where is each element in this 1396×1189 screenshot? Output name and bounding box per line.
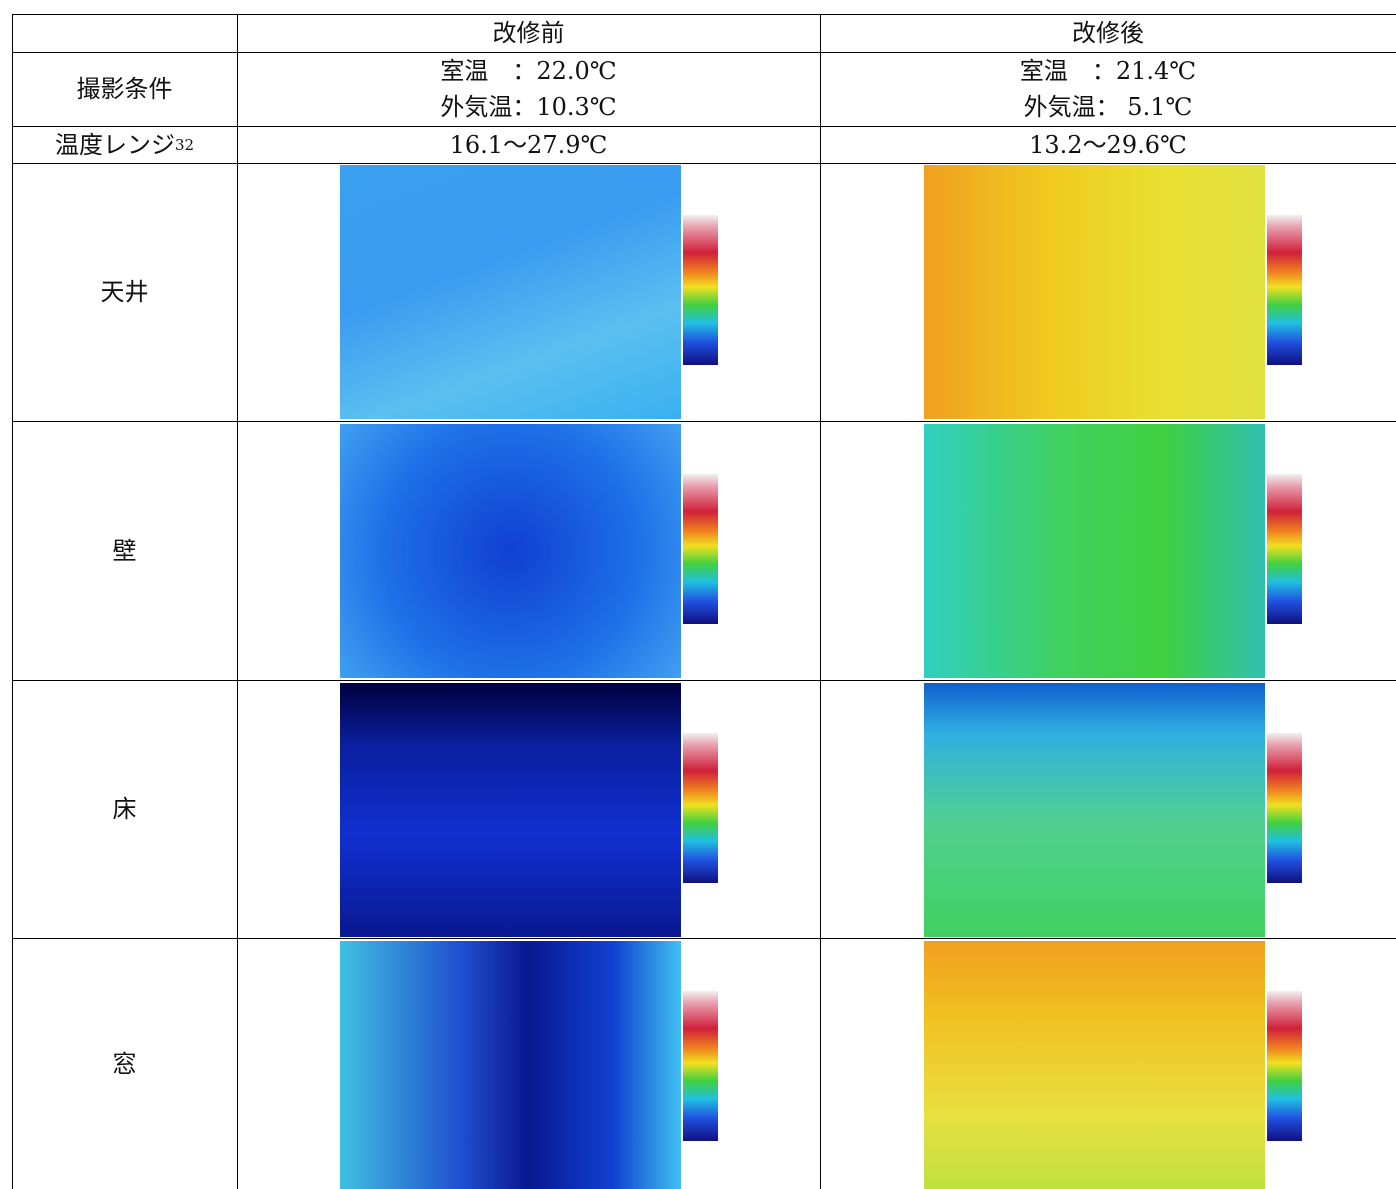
label-text: 温度レンジ [54, 130, 175, 159]
rule [12, 52, 1396, 53]
thermal-image [340, 941, 681, 1189]
color-bar [1267, 991, 1302, 1141]
color-bar [683, 474, 718, 624]
row-label: 窓 [112, 1049, 137, 1078]
rule [237, 14, 238, 1189]
rule [12, 126, 1396, 127]
condition-line: 室温 ：21.4℃ [1019, 57, 1197, 85]
header-cell: 改修前 [492, 19, 565, 47]
rule [12, 14, 1396, 15]
condition-line: 外気温：10.3℃ [440, 93, 617, 121]
thermal-image [924, 165, 1265, 419]
row-label: 天井 [100, 278, 149, 306]
row-label: 床 [112, 795, 137, 823]
color-bar [1267, 215, 1302, 365]
rule [12, 421, 1396, 422]
row-label: 温度レンジ 32 [12, 126, 237, 163]
thermal-image [340, 683, 681, 937]
thermal-image [924, 424, 1265, 678]
condition-line: 室温 ：22.0℃ [440, 57, 617, 85]
rule [12, 680, 1396, 681]
condition-line: 外気温： 5.1℃ [1023, 93, 1193, 121]
color-bar [683, 991, 718, 1141]
row-label: 撮影条件 [76, 75, 173, 103]
header-cell: 改修後 [1072, 19, 1144, 47]
range-cell: 13.2～29.6℃ [1029, 130, 1187, 159]
row-label: 壁 [112, 536, 137, 565]
color-bar [683, 733, 718, 883]
thermal-image [924, 683, 1265, 937]
color-bar [1267, 733, 1302, 883]
rule [12, 163, 1396, 164]
range-cell: 16.1～27.9℃ [449, 130, 608, 159]
color-bar [1267, 474, 1302, 624]
color-bar [683, 215, 718, 365]
condition-cell: 室温 ：22.0℃ 外気温：10.3℃ [237, 52, 820, 126]
footnote: 32 [174, 135, 195, 154]
thermal-image [340, 165, 681, 419]
thermal-image [340, 424, 681, 678]
rule [820, 14, 821, 1189]
condition-cell: 室温 ：21.4℃ 外気温： 5.1℃ [820, 52, 1396, 126]
thermal-image [924, 941, 1265, 1189]
rule [12, 14, 13, 1189]
rule [12, 938, 1396, 939]
